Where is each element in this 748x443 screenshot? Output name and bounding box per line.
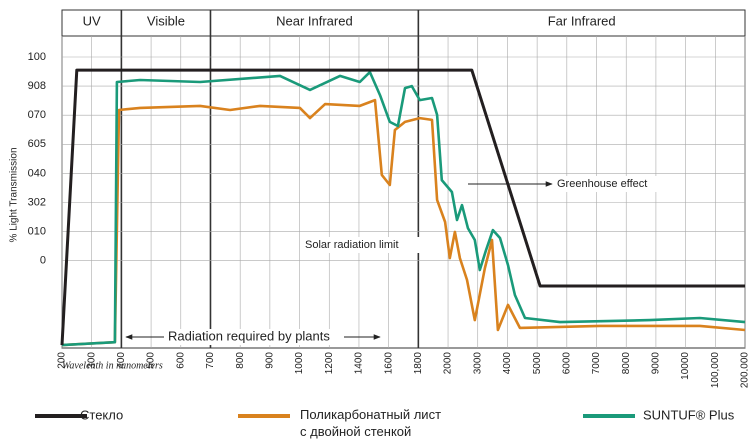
y-axis-label: % Light Transmission (9, 147, 20, 242)
legend-label: Поликарбонатный лист с двойной стенкой (300, 407, 441, 439)
x-tick-label: 1200 (324, 352, 335, 375)
x-tick-label: 100,000 (710, 352, 721, 389)
annotation-bg (555, 176, 677, 192)
x-tick-label: 600 (175, 352, 186, 369)
y-tick-label: 0 (40, 255, 46, 267)
annotation: Radiation required by plants (168, 328, 330, 343)
annotation: Solar radiation limit (305, 239, 399, 251)
annotation-bg (300, 237, 424, 253)
y-tick-label: 908 (28, 80, 46, 92)
x-tick-label: 400 (116, 352, 127, 369)
legend-label: SUNTUF® Plus (643, 407, 735, 422)
x-tick-label: 200 (57, 352, 68, 369)
x-tick-label: 1600 (383, 352, 394, 375)
x-tick-label: 800 (235, 352, 246, 369)
x-tick-label: 700 (205, 352, 216, 369)
x-tick-label: 9000 (651, 352, 662, 375)
x-tick-label: 2000 (443, 352, 454, 375)
band-label: Near Infrared (276, 13, 353, 28)
x-tick-label: 300 (86, 352, 97, 369)
y-tick-label: 100 (28, 51, 46, 63)
legend-label: Стекло (80, 407, 123, 422)
y-tick-label: 010 (28, 226, 46, 238)
x-tick-label: 500 (146, 352, 157, 369)
x-tick-label: 1400 (354, 352, 365, 375)
annotation-bg (164, 329, 344, 345)
band-label: UV (83, 13, 101, 28)
x-tick-label: 4000 (502, 352, 513, 375)
x-tick-label: 5000 (532, 352, 543, 375)
x-tick-label: 1000 (294, 352, 305, 375)
band-label: Far Infrared (548, 13, 616, 28)
y-tick-label: 070 (28, 109, 46, 121)
x-tick-label: 10000 (680, 352, 691, 380)
x-tick-label: 900 (265, 352, 276, 369)
x-tick-label: 1800 (413, 352, 424, 375)
series-line (61, 98, 746, 347)
series-line (60, 68, 745, 346)
band-label: Visible (147, 13, 185, 28)
x-tick-label: 8000 (621, 352, 632, 375)
y-tick-label: 040 (28, 167, 46, 179)
annotation: Greenhouse effect (557, 178, 647, 190)
y-tick-label: 302 (28, 196, 46, 208)
x-axis-label: Wavelenth in nanometers (62, 360, 163, 371)
series-line (61, 70, 746, 347)
x-tick-label: 200,000 (740, 352, 748, 389)
x-tick-label: 7000 (591, 352, 602, 375)
x-tick-label: 6000 (561, 352, 572, 375)
x-tick-label: 3000 (472, 352, 483, 375)
y-tick-label: 605 (28, 138, 46, 150)
